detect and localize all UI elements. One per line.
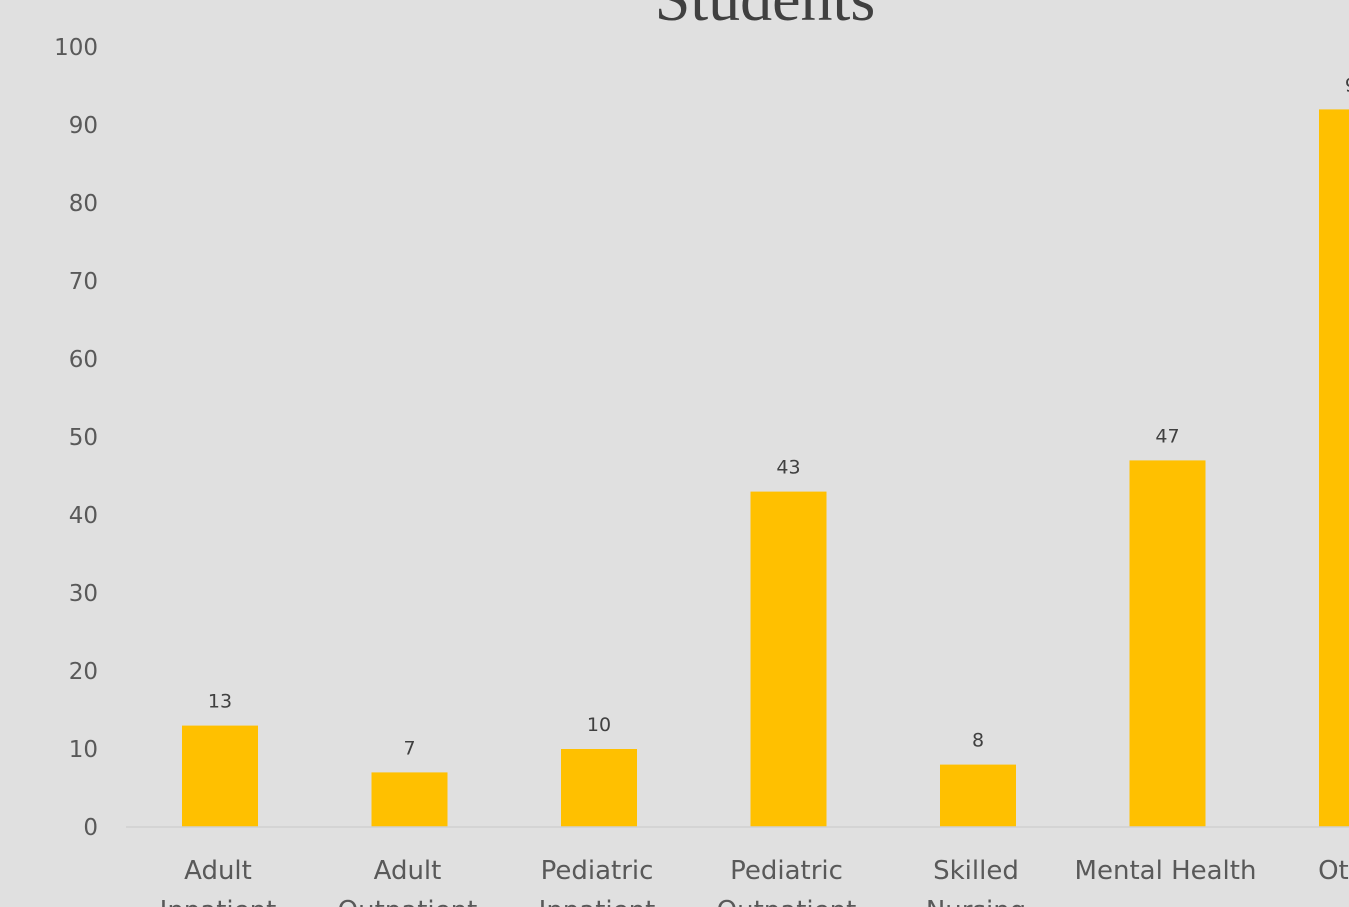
y-tick-label: 20	[69, 659, 98, 685]
category-label-line: Outpatient	[338, 896, 478, 907]
y-tick-label: 0	[83, 815, 98, 841]
bar	[1319, 109, 1349, 827]
bar	[750, 491, 827, 827]
y-tick-label: 50	[69, 425, 98, 451]
bars	[182, 109, 1349, 827]
chart-title: Students	[655, 0, 875, 34]
category-label-line: Adult	[184, 856, 252, 886]
data-label: 47	[1155, 425, 1179, 447]
data-label: 43	[776, 457, 800, 479]
data-label: 10	[587, 714, 611, 736]
category-label-line: Nursing	[926, 896, 1026, 907]
data-label: 7	[403, 737, 415, 759]
category-label-line: Adult	[374, 856, 442, 886]
y-tick-label: 10	[69, 737, 98, 763]
category-label: Mental Health	[1075, 856, 1257, 886]
category-label-line: Inpatient	[539, 896, 656, 907]
bar	[561, 749, 637, 827]
bar	[1129, 460, 1206, 827]
data-label: 8	[972, 730, 984, 752]
y-tick-label: 40	[69, 503, 98, 529]
category-label-line: Skilled	[933, 856, 1019, 886]
category-label: Pediatric Inpatient	[539, 856, 656, 907]
y-axis: 0 10 20 30 40 50 60 70 80 90 100	[54, 35, 98, 841]
bar	[940, 764, 1016, 827]
category-label: Adult Outpatient	[338, 856, 478, 907]
bar	[182, 725, 258, 827]
y-tick-label: 70	[69, 269, 98, 295]
x-axis: Adult Inpatient Adult Outpatient Pediatric In…	[126, 826, 1349, 907]
bar	[371, 772, 448, 827]
y-tick-label: 60	[69, 347, 98, 373]
category-label-line: Other	[1318, 856, 1349, 886]
category-label-line: Mental Health	[1075, 856, 1257, 886]
category-label: Pediatric Outpatient	[717, 856, 857, 907]
data-label: 13	[208, 691, 232, 713]
y-tick-label: 100	[54, 35, 98, 61]
y-tick-label: 80	[69, 191, 98, 217]
y-tick-label: 90	[69, 113, 98, 139]
y-tick-label: 30	[69, 581, 98, 607]
data-label: 92	[1345, 74, 1349, 96]
category-label-line: Pediatric	[541, 856, 654, 886]
data-labels: 13 7 10 43 8 47 92	[208, 74, 1349, 759]
category-label: Other	[1318, 856, 1349, 886]
category-label: Adult Inpatient	[160, 856, 277, 907]
category-label-line: Pediatric	[730, 856, 843, 886]
category-label: Skilled Nursing	[926, 856, 1026, 907]
category-label-line: Inpatient	[160, 896, 277, 907]
category-label-line: Outpatient	[717, 896, 857, 907]
